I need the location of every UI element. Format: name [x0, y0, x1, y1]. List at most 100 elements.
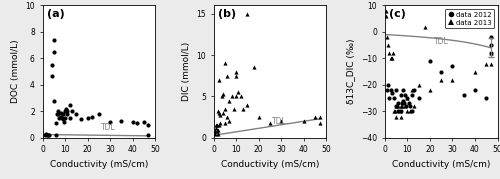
Point	[230, 107, 238, 110]
Point	[384, 83, 392, 86]
Point	[216, 113, 224, 116]
Point	[52, 122, 60, 125]
Point	[218, 95, 226, 98]
Point	[62, 107, 70, 110]
Point	[244, 12, 252, 15]
Point	[140, 120, 148, 123]
Point	[396, 110, 404, 113]
Point	[391, 110, 399, 113]
Point	[64, 110, 72, 113]
Point	[471, 89, 479, 92]
Point	[239, 107, 247, 110]
Point	[212, 126, 220, 129]
Legend: data 2012, data 2013: data 2012, data 2013	[445, 9, 494, 28]
Point	[216, 78, 224, 81]
Y-axis label: δ13C_DIC (‰): δ13C_DIC (‰)	[346, 39, 356, 104]
Point	[66, 117, 74, 119]
Point	[392, 105, 400, 107]
Point	[54, 110, 62, 113]
Point	[61, 117, 69, 119]
Point	[68, 110, 76, 113]
Point	[300, 120, 308, 123]
Point	[383, 89, 391, 92]
Point	[52, 134, 60, 137]
Point	[223, 74, 231, 77]
Point	[388, 57, 396, 60]
Point	[213, 130, 221, 133]
Point	[53, 113, 61, 115]
Text: (c): (c)	[390, 9, 406, 19]
Point	[389, 52, 397, 54]
Point	[221, 107, 229, 110]
Point	[396, 105, 404, 107]
Text: (b): (b)	[218, 9, 236, 19]
Point	[399, 99, 407, 102]
Point	[216, 124, 224, 127]
Point	[133, 122, 141, 125]
Point	[118, 119, 126, 122]
Point	[486, 52, 494, 54]
Point	[486, 44, 494, 47]
Y-axis label: DOC (mmol/L): DOC (mmol/L)	[10, 40, 20, 103]
Point	[226, 99, 234, 102]
Point	[396, 94, 404, 97]
Point	[384, 44, 392, 47]
Point	[388, 91, 396, 94]
Point	[408, 89, 416, 92]
Point	[95, 113, 103, 115]
Point	[392, 89, 400, 92]
Point	[486, 52, 494, 54]
Point	[59, 118, 67, 121]
Point	[43, 134, 51, 137]
Point	[244, 103, 252, 106]
Point	[218, 112, 226, 114]
Point	[386, 52, 394, 54]
Point	[60, 120, 68, 123]
Point	[404, 97, 411, 100]
Point	[218, 93, 226, 95]
Point	[144, 134, 152, 137]
Point	[48, 74, 56, 77]
Point	[254, 116, 262, 118]
Point	[106, 120, 114, 123]
Point	[448, 78, 456, 81]
Point	[266, 122, 274, 124]
Point	[56, 117, 64, 119]
Point	[213, 124, 221, 127]
Point	[211, 132, 219, 135]
Point	[212, 124, 220, 127]
Point	[64, 113, 72, 115]
Point	[228, 95, 235, 98]
Point	[396, 110, 404, 113]
Point	[448, 65, 456, 68]
Point	[394, 105, 402, 107]
Text: (a): (a)	[47, 9, 65, 19]
Point	[216, 122, 224, 124]
Point	[394, 102, 402, 105]
Point	[398, 102, 406, 105]
Point	[404, 97, 411, 100]
Point	[402, 105, 410, 107]
Point	[223, 116, 231, 118]
Point	[392, 115, 400, 118]
Point	[221, 122, 229, 124]
Point	[392, 105, 400, 107]
Point	[50, 50, 58, 53]
Point	[232, 70, 240, 73]
Point	[58, 117, 66, 119]
Point	[410, 89, 418, 92]
Point	[44, 134, 52, 137]
Point	[482, 97, 490, 100]
Text: TDL: TDL	[272, 117, 287, 126]
Point	[56, 111, 64, 114]
Point	[471, 70, 479, 73]
Point	[42, 132, 50, 135]
Point	[232, 74, 240, 77]
Point	[382, 9, 390, 12]
Point	[401, 94, 409, 97]
Point	[398, 105, 406, 107]
Point	[414, 97, 422, 100]
Point	[250, 66, 258, 69]
Point	[221, 62, 229, 65]
Point	[88, 115, 96, 118]
